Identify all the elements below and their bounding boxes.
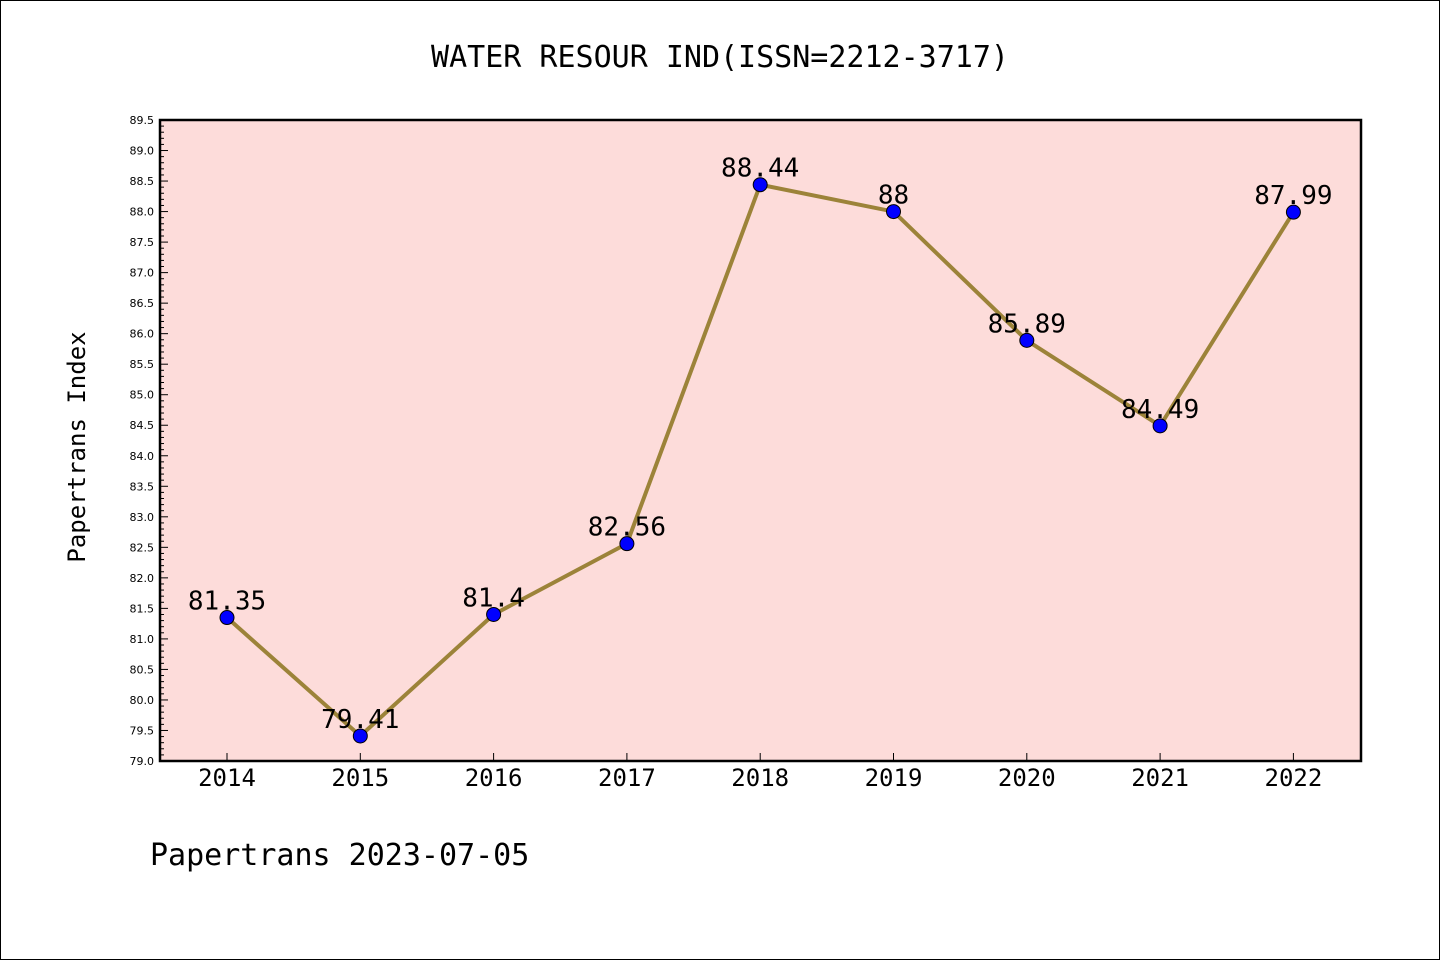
data-point — [1285, 204, 1301, 220]
y-tick-label: 85.0 — [130, 389, 155, 402]
data-point — [752, 177, 768, 193]
y-tick-label: 80.5 — [130, 663, 155, 676]
data-point — [352, 728, 368, 744]
y-tick-label: 82.5 — [130, 541, 155, 554]
y-tick-label: 87.5 — [130, 236, 155, 249]
y-tick-label: 86.0 — [130, 328, 155, 341]
data-label: 79.41 — [321, 705, 399, 735]
y-tick-label: 83.5 — [130, 480, 155, 493]
y-tick-label: 83.0 — [130, 511, 155, 524]
x-tick-label: 2015 — [331, 764, 389, 792]
y-tick-label: 81.0 — [130, 633, 155, 646]
data-label: 82.56 — [588, 513, 666, 543]
y-tick-label: 89.5 — [130, 114, 155, 127]
data-point — [1152, 418, 1168, 434]
y-tick-label: 88.0 — [130, 206, 155, 219]
y-tick-label: 86.5 — [130, 297, 155, 310]
y-tick-label: 89.0 — [130, 145, 155, 158]
chart-title: WATER RESOUR IND(ISSN=2212-3717) — [431, 40, 1009, 75]
x-tick-label: 2019 — [865, 764, 923, 792]
x-tick-label: 2022 — [1265, 764, 1323, 792]
data-label: 81.4 — [462, 583, 525, 613]
x-tick-label: 2014 — [198, 764, 256, 792]
x-tick-label: 2021 — [1131, 764, 1189, 792]
data-point — [219, 610, 235, 626]
footer-text: Papertrans 2023-07-05 — [150, 838, 529, 873]
y-tick-label: 79.0 — [130, 755, 155, 768]
y-tick-label: 85.5 — [130, 358, 155, 371]
data-label: 88 — [878, 181, 909, 211]
plot-area — [158, 118, 1363, 763]
x-tick-label: 2016 — [465, 764, 523, 792]
series-group: 81.35 79.41 81.4 82.56 88.44 88 85.89 84.49 87.9… — [188, 154, 1333, 744]
data-label: 88.44 — [721, 154, 799, 184]
y-tick-label: 87.0 — [130, 267, 155, 280]
y-tick-label: 84.0 — [130, 450, 155, 463]
x-tick-label: 2018 — [731, 764, 789, 792]
x-tick-label: 2017 — [598, 764, 656, 792]
data-label: 84.49 — [1121, 395, 1199, 425]
axis-ticks: 79.0 79.5 80.0 80.5 81.0 81.5 82.0 82.5 83.0 83.5… — [130, 114, 1323, 792]
x-tick-label: 2020 — [998, 764, 1056, 792]
data-label: 85.89 — [988, 309, 1066, 339]
data-point — [619, 536, 635, 552]
y-tick-label: 80.0 — [130, 694, 155, 707]
y-tick-label: 81.5 — [130, 602, 155, 615]
y-tick-label: 79.5 — [130, 724, 155, 737]
data-label: 81.35 — [188, 587, 266, 617]
y-tick-label: 88.5 — [130, 175, 155, 188]
y-tick-label: 84.5 — [130, 419, 155, 432]
data-label: 87.99 — [1254, 181, 1332, 211]
data-point — [886, 204, 901, 220]
data-point — [486, 606, 502, 622]
data-point — [1019, 332, 1035, 348]
y-tick-label: 82.0 — [130, 572, 155, 585]
y-axis-label: Papertrans Index — [63, 331, 91, 562]
